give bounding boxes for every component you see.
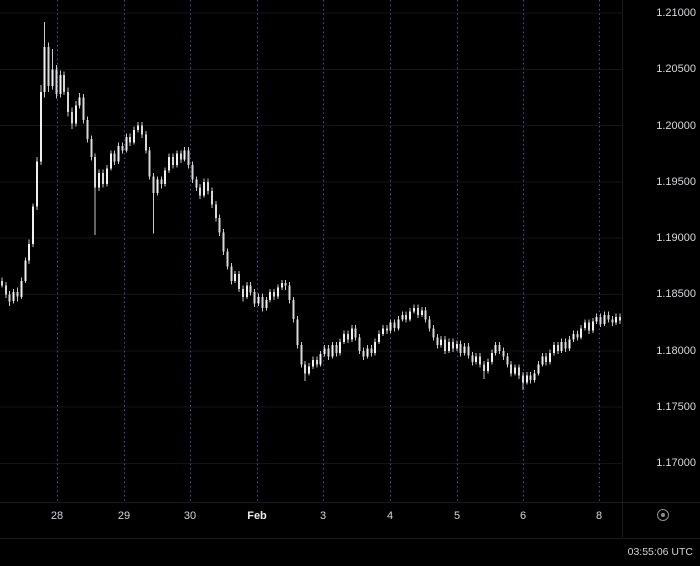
- candlestick-svg: [0, 0, 622, 502]
- price-axis-label: 1.21000: [656, 7, 696, 19]
- price-axis-label: 1.17000: [656, 457, 696, 469]
- price-axis-label: 1.19500: [656, 176, 696, 188]
- time-axis-label: 6: [519, 510, 527, 522]
- price-scale-settings-icon[interactable]: [657, 509, 669, 521]
- chart-plot[interactable]: [0, 0, 622, 502]
- price-axis-label: 1.18500: [656, 288, 696, 300]
- time-axis[interactable]: 28 29 30 Feb 3 4 5 6 8: [0, 502, 622, 539]
- price-axis[interactable]: 1.21000 1.20500 1.20000 1.19500 1.19000 1.185…: [622, 0, 700, 502]
- price-axis-label: 1.17500: [656, 401, 696, 413]
- time-axis-label: 3: [319, 510, 327, 522]
- clock-utc[interactable]: 03:55:06 UTC: [627, 546, 693, 558]
- time-axis-label: 5: [453, 510, 461, 522]
- time-axis-label: 4: [386, 510, 394, 522]
- time-axis-label: 28: [50, 510, 64, 522]
- price-axis-label: 1.19000: [656, 232, 696, 244]
- status-bar: 03:55:06 UTC: [0, 538, 700, 566]
- time-axis-label: 29: [117, 510, 131, 522]
- price-axis-label: 1.20500: [656, 63, 696, 75]
- axis-corner: [622, 502, 700, 539]
- time-axis-label: Feb: [247, 510, 267, 522]
- price-axis-label: 1.18000: [656, 345, 696, 357]
- time-axis-label: 8: [595, 510, 603, 522]
- time-axis-label: 30: [183, 510, 197, 522]
- price-axis-label: 1.20000: [656, 120, 696, 132]
